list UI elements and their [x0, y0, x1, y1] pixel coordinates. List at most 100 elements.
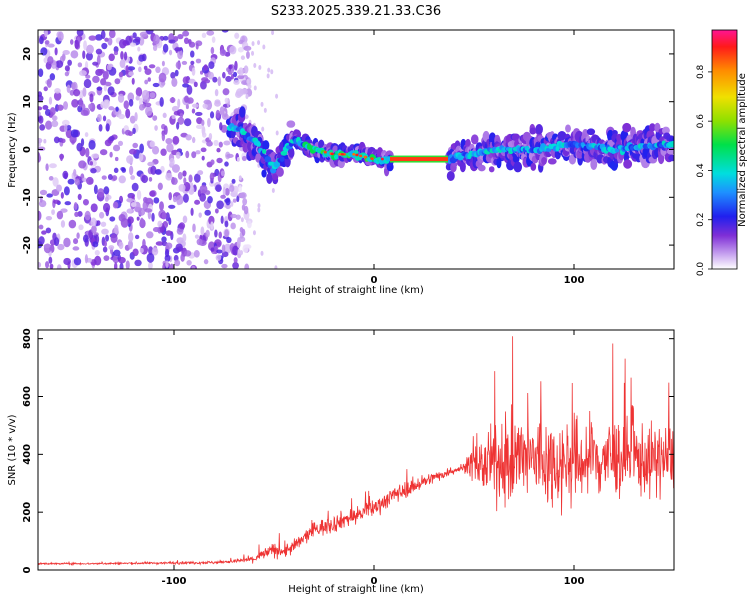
- spectrogram-ridge-halo: [648, 123, 656, 132]
- spectrogram-noise-blob: [178, 222, 186, 230]
- spectrogram-noise-blob: [72, 246, 80, 251]
- spectrogram-noise-blob: [68, 219, 77, 229]
- spectrogram-noise-blob: [182, 170, 187, 177]
- spectrogram-noise-blob: [49, 263, 54, 269]
- spectrogram-noise-blob: [109, 216, 116, 222]
- spectrogram-noise-blob: [242, 198, 248, 206]
- snr-background: [38, 330, 674, 570]
- spectrogram-noise-blob: [271, 187, 275, 193]
- spectrogram-noise-blob: [215, 254, 222, 261]
- spectrogram-noise-blob: [70, 50, 79, 59]
- spectrogram-noise-blob: [252, 230, 256, 236]
- spectrogram-noise-blob: [266, 73, 270, 79]
- spectrogram-noise-blob: [67, 178, 75, 185]
- spectrogram-noise-blob: [185, 134, 192, 141]
- spectrogram-noise-blob: [61, 119, 70, 127]
- spectrogram-ridge-halo: [657, 152, 665, 165]
- spectrogram-noise-blob: [191, 67, 196, 76]
- spectrogram-noise-blob: [98, 69, 105, 74]
- spectrogram-noise-blob: [109, 151, 113, 158]
- spectrogram-noise-blob: [243, 45, 252, 51]
- spectrogram-noise-blob: [79, 70, 87, 77]
- spectrogram-noise-blob: [203, 64, 208, 71]
- spectrogram-noise-blob: [177, 33, 184, 40]
- spectrogram-noise-blob: [84, 132, 89, 138]
- spectrogram-noise-blob: [222, 71, 226, 79]
- spectrogram-noise-blob: [200, 80, 207, 90]
- spectrogram-noise-blob: [149, 92, 156, 99]
- spectrogram-noise-blob: [104, 99, 110, 108]
- spectrogram-noise-blob: [226, 153, 234, 158]
- spectrogram-noise-blob: [155, 241, 164, 246]
- spectrogram-noise-blob: [97, 113, 102, 122]
- spectrogram-noise-blob: [224, 97, 229, 104]
- spectrogram-noise-blob: [137, 46, 141, 52]
- spectrogram-ridge-halo: [529, 127, 537, 135]
- spectrogram-noise-blob: [226, 237, 232, 244]
- spectrogram-noise-blob: [257, 40, 261, 46]
- spectrogram-y-tick-label: 0: [22, 146, 33, 153]
- spectrogram-noise-blob: [90, 168, 97, 174]
- spectrogram-noise-blob: [246, 79, 250, 85]
- spectrogram-noise-blob: [239, 192, 247, 199]
- spectrogram-y-tick-label: 20: [22, 47, 33, 61]
- colorbar-tick-label: 0.0: [696, 262, 706, 277]
- spectrogram-noise-blob: [229, 45, 237, 55]
- spectrogram-noise-blob: [208, 132, 213, 141]
- spectrogram-ridge-core: [273, 161, 281, 168]
- spectrogram-noise-blob: [43, 138, 47, 144]
- spectrogram-noise-blob: [78, 160, 87, 169]
- spectrogram-ridge-core: [262, 148, 267, 154]
- spectrogram-noise-blob: [42, 105, 49, 110]
- spectrogram-noise-blob: [144, 68, 152, 75]
- spectrogram-noise-blob: [127, 208, 132, 214]
- spectrogram-noise-blob: [239, 227, 244, 233]
- spectrogram-noise-blob: [38, 68, 44, 77]
- spectrogram-noise-blob: [85, 74, 91, 79]
- spectrogram-noise-blob: [193, 173, 201, 183]
- spectrogram-noise-blob: [171, 114, 176, 120]
- spectrogram-x-tick-label: 0: [371, 275, 378, 286]
- spectrogram-noise-blob: [232, 261, 239, 269]
- spectrogram-noise-blob: [95, 48, 103, 55]
- spectrogram-noise-blob: [41, 230, 47, 235]
- snr-x-tick-label: -100: [161, 576, 186, 587]
- spectrogram-noise-blob: [215, 184, 222, 192]
- spectrogram-noise-blob: [46, 78, 52, 88]
- spectrogram-noise-blob: [221, 244, 226, 253]
- spectrogram-noise-blob: [214, 208, 219, 214]
- colorbar-gradient: [712, 30, 737, 269]
- spectrogram-noise-blob: [177, 171, 183, 180]
- spectrogram-noise-blob: [271, 30, 275, 36]
- spectrogram-noise-blob: [144, 102, 152, 108]
- spectrogram-noise-blob: [70, 129, 79, 138]
- spectrogram-noise-blob: [208, 61, 215, 69]
- spectrogram-noise-blob: [119, 59, 126, 68]
- spectrogram-noise-blob: [195, 150, 201, 155]
- spectrogram-noise-blob: [209, 172, 215, 181]
- snr-frame: [37, 329, 675, 571]
- spectrogram-noise-blob: [260, 250, 264, 256]
- spectrogram-noise-blob: [45, 163, 49, 171]
- spectrogram-noise-blob: [51, 120, 59, 128]
- spectrogram-noise-blob: [43, 243, 51, 248]
- spectrogram-noise-blob: [152, 44, 158, 51]
- spectrogram-noise-blob: [241, 155, 247, 162]
- spectrogram-noise-blob: [191, 151, 197, 159]
- spectrogram-noise-blob: [185, 104, 189, 110]
- spectrogram-noise-blob: [173, 110, 181, 116]
- spectrogram-noise-blob: [183, 37, 189, 45]
- snr-series-line: [38, 336, 674, 566]
- spectrogram-noise-blob: [114, 262, 118, 269]
- spectrogram-noise-blob: [78, 98, 83, 108]
- spectrogram-noise-blob: [76, 232, 80, 239]
- spectrogram-noise-blob: [53, 199, 60, 204]
- spectrogram-noise-blob: [193, 249, 200, 258]
- spectrogram-noise-blob: [121, 167, 127, 173]
- spectrogram-noise-blob: [238, 175, 242, 181]
- spectrogram-ridge-halo: [459, 160, 466, 173]
- spectrogram-noise-blob: [178, 184, 186, 192]
- spectrogram-ridge-core: [670, 140, 674, 148]
- spectrogram-noise-blob: [82, 234, 89, 243]
